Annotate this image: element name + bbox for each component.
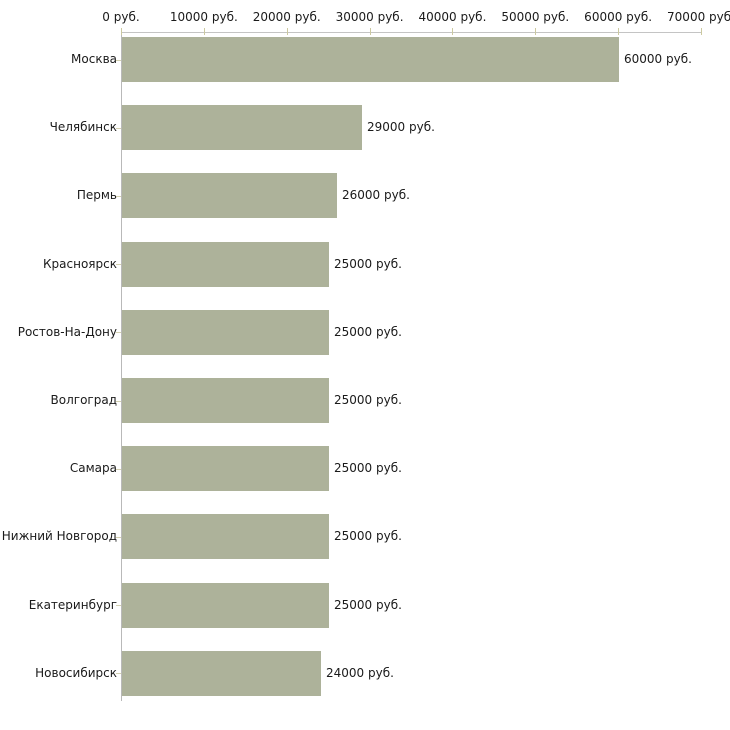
category-label: Новосибирск (35, 665, 117, 680)
bar (122, 514, 329, 560)
bar (122, 241, 329, 287)
value-label: 25000 руб. (334, 324, 402, 339)
x-axis-tick (701, 28, 702, 35)
category-tick-mark (116, 196, 121, 197)
value-label: 25000 руб. (334, 461, 402, 476)
category-label: Нижний Новгород (1, 529, 117, 544)
value-label: 29000 руб. (367, 120, 435, 135)
bar (122, 105, 362, 151)
x-axis-tick-label: 50000 руб. (501, 10, 570, 24)
category-tick-mark (116, 673, 121, 674)
x-axis-tick-label: 20000 руб. (252, 10, 321, 24)
category-label: Челябинск (49, 120, 117, 135)
x-axis-tick (369, 28, 371, 35)
category-label: Волгоград (50, 393, 117, 407)
value-label: 25000 руб. (334, 256, 402, 271)
x-axis-tick (618, 28, 620, 35)
x-axis-tick-label: 40000 руб. (418, 10, 487, 24)
category-label: Екатеринбург (28, 597, 117, 612)
value-label: 25000 руб. (334, 529, 402, 544)
bar (122, 37, 619, 82)
x-axis-line (121, 32, 701, 33)
bar (122, 650, 321, 696)
value-label: 26000 руб. (342, 188, 410, 203)
x-axis-tick (535, 28, 537, 35)
category-label: Москва (71, 52, 117, 66)
category-label: Ростов-На-Дону (17, 324, 117, 339)
x-axis-tick-label: 30000 руб. (335, 10, 404, 24)
bar (122, 378, 329, 423)
category-label: Пермь (76, 188, 117, 203)
y-axis-line (121, 28, 122, 701)
bar (122, 309, 329, 355)
category-tick-mark (116, 537, 121, 538)
x-axis-tick (203, 28, 205, 35)
category-tick-mark (116, 605, 121, 606)
x-axis-tick-label: 0 руб. (102, 10, 140, 24)
bar (122, 173, 337, 219)
category-tick-mark (116, 332, 121, 333)
value-label: 25000 руб. (334, 597, 402, 612)
x-axis-tick (452, 28, 454, 35)
category-tick-mark (116, 401, 121, 402)
category-tick-mark (116, 264, 121, 265)
x-axis-tick (286, 28, 288, 35)
bar (122, 446, 329, 492)
category-label: Красноярск (43, 256, 117, 271)
category-tick-mark (116, 60, 121, 61)
value-label: 60000 руб. (624, 52, 692, 66)
x-axis-tick (121, 28, 122, 35)
category-label: Самара (69, 461, 117, 476)
x-axis-tick-label: 60000 руб. (584, 10, 653, 24)
value-label: 24000 руб. (326, 665, 394, 680)
category-tick-mark (116, 469, 121, 470)
category-tick-mark (116, 128, 121, 129)
bar (122, 582, 329, 628)
x-axis-tick-label: 10000 руб. (169, 10, 238, 24)
value-label: 25000 руб. (334, 393, 402, 407)
x-axis-tick-label: 70000 руб. (667, 10, 730, 24)
